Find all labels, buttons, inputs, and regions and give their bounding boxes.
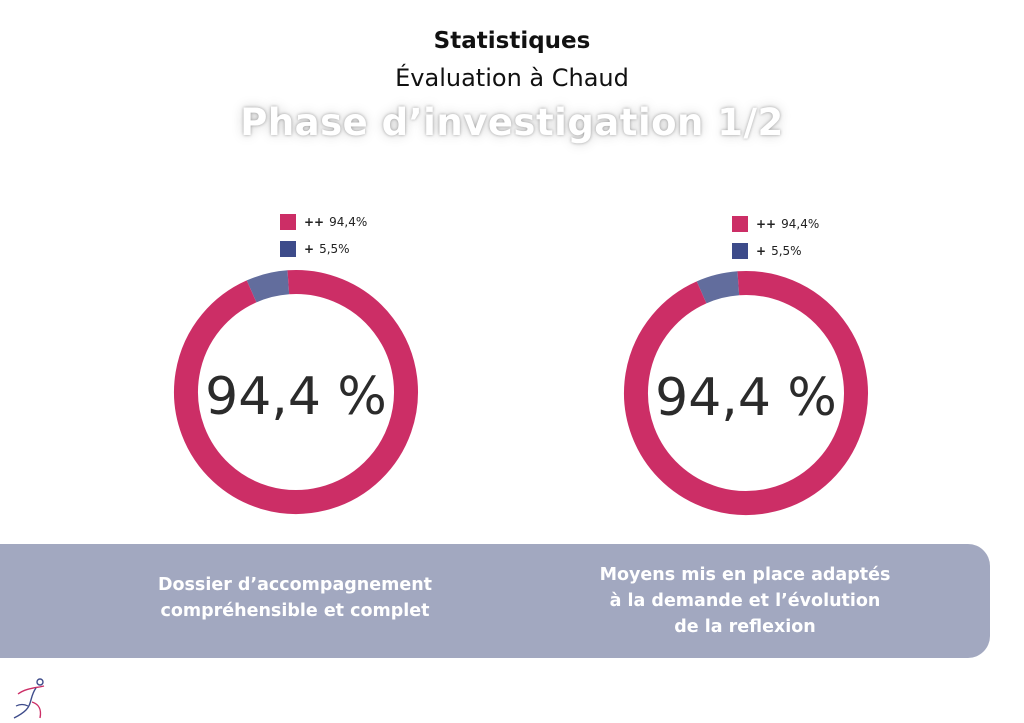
donut-center-label: 94,4 % [205,367,387,427]
donut-slice-very-satisfied [174,270,418,514]
legend-item-very-satisfied: ++ 94,4% [280,213,367,231]
legend-value: 94,4% [781,217,820,231]
legend-swatch-very-satisfied [280,214,296,230]
caption-band [0,544,990,658]
chart-2-caption: Moyens mis en place adaptés à la demande… [570,562,920,640]
donut-slice-very-satisfied [624,271,868,515]
page-title: Statistiques [433,28,591,54]
legend-swatch-satisfied [732,243,748,259]
legend-symbol: + [756,244,767,258]
legend-swatch-satisfied [280,241,296,257]
legend-symbol: ++ [304,215,325,229]
donut-chart-1: 94,4 % [174,270,418,514]
legend-item-satisfied: + 5,5% [732,242,819,260]
legend-value: 94,4% [329,215,368,229]
caption-line: compréhensible et complet [160,601,430,621]
caption-line: Dossier d’accompagnement [157,575,433,595]
legend-symbol: + [304,242,315,256]
caption-line: à la demande et l’évolution [609,591,881,611]
caption-line: Moyens mis en place adaptés [599,565,891,585]
legend-item-very-satisfied: ++ 94,4% [732,215,819,233]
legend-value: 5,5% [771,244,802,258]
section-heading: Phase d’investigation 1/2 [240,101,784,144]
donut-chart-2: 94,4 % [624,271,868,515]
legend-value: 5,5% [319,242,350,256]
page-subtitle: Évaluation à Chaud [395,64,629,92]
legend-chart-2: ++ 94,4% + 5,5% [732,215,819,269]
legend-symbol: ++ [756,217,777,231]
caption-line: de la reflexion [674,617,816,637]
donut-slice-satisfied [246,270,290,303]
legend-swatch-very-satisfied [732,216,748,232]
logo-figure-icon [13,678,45,719]
donut-center-label: 94,4 % [655,368,837,428]
legend-item-satisfied: + 5,5% [280,240,367,258]
donut-slice-satisfied [696,271,740,304]
legend-chart-1: ++ 94,4% + 5,5% [280,213,367,267]
chart-1-caption: Dossier d’accompagnement compréhensible … [120,572,470,624]
